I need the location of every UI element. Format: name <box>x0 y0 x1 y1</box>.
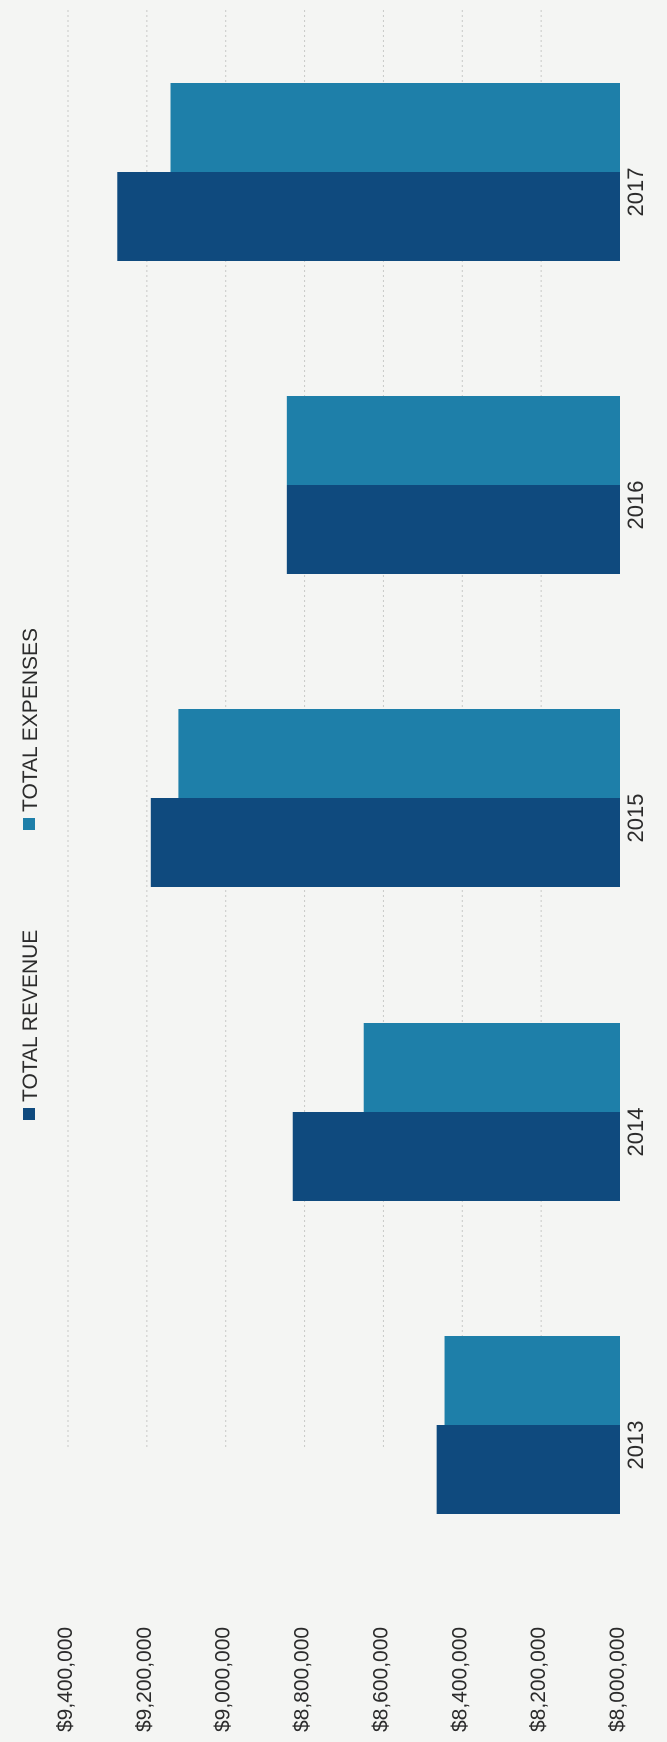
y-tick-label: $8,400,000 <box>448 1627 471 1732</box>
x-category-label: 2013 <box>623 1421 648 1470</box>
legend-total-expenses-swatch <box>23 818 35 830</box>
legend-total-revenue-label: TOTAL REVENUE <box>19 930 42 1102</box>
y-tick-label: $9,200,000 <box>133 1627 156 1732</box>
bar-total-revenue <box>436 1425 620 1514</box>
bar-total-expenses <box>170 83 620 172</box>
y-tick-label: $8,200,000 <box>527 1627 550 1732</box>
y-tick-label: $8,600,000 <box>369 1627 392 1732</box>
y-tick-label: $9,000,000 <box>212 1627 235 1732</box>
legend-total-expenses-label: TOTAL EXPENSES <box>19 628 42 812</box>
bar-total-expenses <box>286 396 620 485</box>
bar-total-revenue <box>117 172 621 261</box>
bar-total-revenue <box>150 798 621 887</box>
bar-total-revenue <box>286 485 620 574</box>
legend-total-revenue-swatch <box>23 1108 35 1120</box>
y-tick-label: $8,000,000 <box>606 1627 629 1732</box>
y-tick-label: $8,800,000 <box>291 1627 314 1732</box>
bar-total-expenses <box>444 1336 620 1425</box>
x-category-label: 2014 <box>623 1108 648 1157</box>
x-category-label: 2017 <box>623 168 648 217</box>
bar-total-expenses <box>178 709 620 798</box>
bar-total-expenses <box>363 1023 620 1112</box>
bar-total-revenue <box>292 1112 620 1201</box>
x-category-label: 2016 <box>623 481 648 530</box>
y-tick-label: $9,400,000 <box>54 1627 77 1732</box>
x-category-label: 2015 <box>623 794 648 843</box>
